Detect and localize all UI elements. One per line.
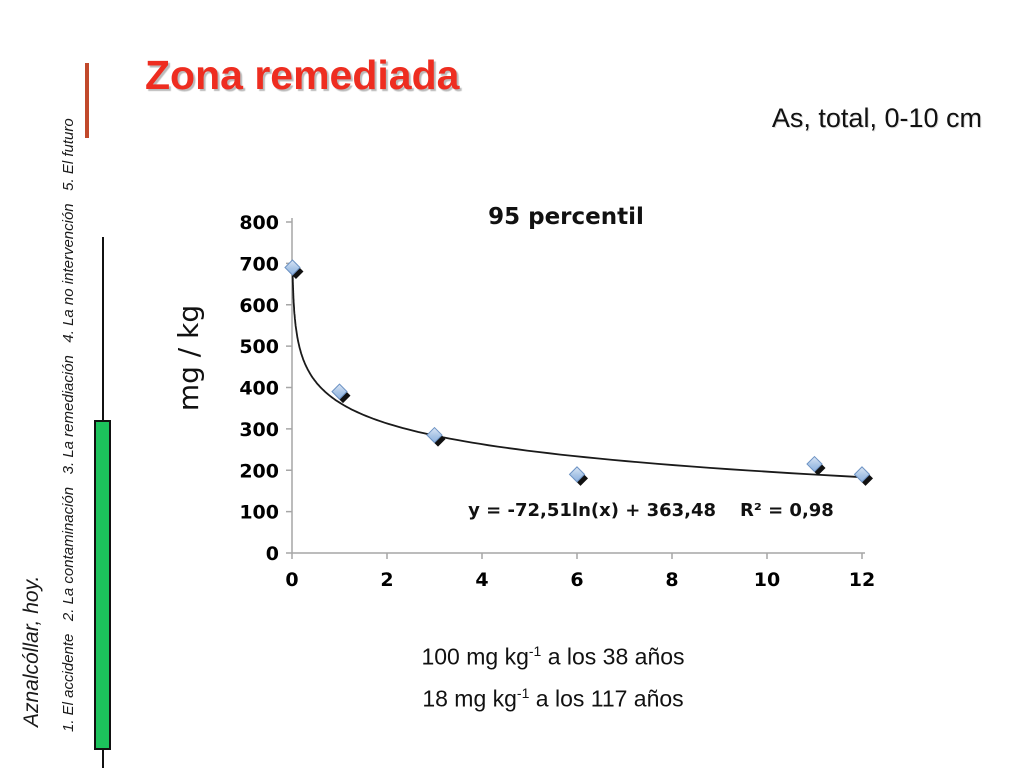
annotation-1-suffix: a los 38 años [541, 643, 685, 670]
y-tick-label: 0 [266, 543, 279, 565]
slide-subtitle: As, total, 0-10 cm [771, 103, 982, 133]
annotation-2-suffix: a los 117 años [529, 685, 684, 712]
x-tick-label: 0 [285, 569, 298, 591]
sidebar-nav-text: 1. El accidente 2. La contaminación 3. L… [60, 118, 77, 732]
slide-title: Zona remediada [145, 52, 460, 98]
trendline-equation: y = -72,51ln(x) + 363,48 [468, 500, 717, 521]
chart-title: 95 percentil [488, 204, 644, 230]
sidebar-heading: Aznalcóllar, hoy. [20, 575, 43, 727]
sidebar-progress-bar [94, 420, 111, 750]
x-tick-label: 12 [849, 569, 875, 591]
annotation-2-sup: -1 [516, 685, 530, 701]
y-tick-label: 800 [239, 212, 279, 234]
data-point-marker [568, 466, 586, 483]
scatter-chart: 0 100 200 300 400 500 600 700 800 0 2 4 6 8 10 12 [239, 212, 875, 591]
y-tick-label: 600 [239, 295, 279, 317]
y-tick-label: 100 [239, 502, 279, 524]
x-tick-label: 10 [754, 569, 780, 591]
annotation-line-1: 100 mg kg-1 a los 38 años [421, 643, 684, 671]
data-point-marker [331, 383, 348, 400]
annotation-1-sup: -1 [528, 643, 542, 659]
annotation-line-2: 18 mg kg-1 a los 117 años [422, 685, 683, 713]
x-tick-label: 4 [475, 569, 488, 591]
y-tick-label: 400 [239, 378, 279, 400]
trendline-r2: R² = 0,98 [740, 500, 834, 521]
trendline-equation-row: y = -72,51ln(x) + 363,48 R² = 0,98 [468, 500, 834, 521]
data-point-marker [426, 426, 443, 444]
x-tick-label: 8 [665, 569, 678, 591]
x-tick-label: 6 [570, 569, 583, 591]
annotation-1-text: 100 mg kg [421, 643, 529, 670]
data-point-marker [284, 259, 301, 276]
y-tick-label: 500 [239, 336, 279, 358]
trendline-curve [291, 264, 863, 479]
sidebar-accent-line [85, 63, 89, 138]
annotation-2-text: 18 mg kg [422, 685, 517, 712]
data-point-marker [806, 455, 823, 473]
y-tick-label: 700 [239, 253, 279, 275]
y-tick-label: 300 [239, 419, 279, 441]
x-tick-label: 2 [380, 569, 393, 591]
y-tick-label: 200 [239, 460, 279, 482]
y-axis-title: mg / kg [172, 304, 205, 412]
data-point-marker [853, 466, 871, 483]
